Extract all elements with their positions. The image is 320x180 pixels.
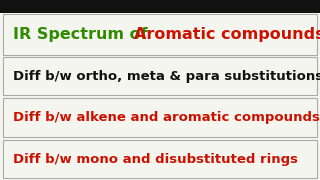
Text: Aromatic compounds: Aromatic compounds [134,27,320,42]
Bar [3,57,317,95]
Text: Diff b/w alkene and aromatic compounds: Diff b/w alkene and aromatic compounds [13,111,320,124]
Bar [3,14,317,55]
Bar [3,98,317,137]
Text: IR Spectrum of: IR Spectrum of [13,27,153,42]
Text: Diff b/w mono and disubstituted rings: Diff b/w mono and disubstituted rings [13,153,298,166]
Bar [0,0,320,13]
Bar [3,140,317,178]
Text: Diff b/w ortho, meta & para substitutions: Diff b/w ortho, meta & para substitution… [13,70,320,83]
